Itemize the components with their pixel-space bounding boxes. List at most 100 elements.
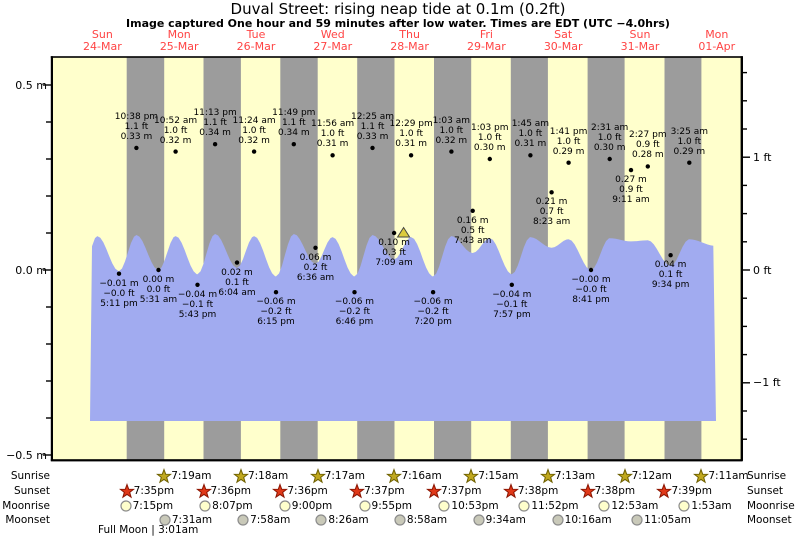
tide-label-line: 2:31 am: [590, 123, 629, 133]
moonrise-icon: [119, 500, 132, 512]
tide-label-line: 0.7 ft: [539, 207, 564, 218]
moonset-icon: [394, 514, 406, 526]
moonrise-time: 10:53pm: [451, 499, 499, 512]
tide-label-line: 1.1 ft: [281, 118, 306, 129]
day-date: 24-Mar: [83, 39, 122, 53]
astro-row-label-left: Sunrise: [10, 469, 50, 482]
day-name: Fri: [479, 28, 493, 41]
tide-label-line: 0.5 ft: [460, 225, 485, 236]
high-tide-label: 12:29 pm 1.0 ft 0.31 m: [382, 119, 440, 149]
tide-dot: [273, 290, 279, 295]
tide-label-line: −0.06 m: [334, 297, 375, 308]
tide-dot: [449, 149, 454, 154]
tide-dot: [588, 267, 594, 273]
day-name: Tue: [246, 28, 266, 41]
tide-label-line: 0.0 ft: [146, 285, 171, 295]
y-axis-label-right: 0 ft: [753, 263, 772, 277]
low-tide-label: 0.02 m 0.1 ft 6:04 am: [208, 268, 266, 298]
tide-dot: [330, 153, 335, 158]
tide-dot: [566, 160, 571, 165]
tide-dot: [156, 267, 161, 273]
moonset-time: 7:58am: [250, 513, 291, 526]
astro-row-label-left: Sunset: [13, 484, 50, 497]
sunset-icon: [272, 483, 289, 499]
astro-row-label-right: Sunrise: [747, 469, 787, 482]
tide-dot: [370, 145, 375, 151]
day-date: 29-Mar: [467, 39, 506, 53]
tide-label-line: 1:03 am: [432, 115, 471, 126]
tide-dot: [549, 190, 554, 195]
day-date: 01-Apr: [698, 39, 736, 53]
sunrise-icon: [309, 468, 326, 484]
low-tide-label: −0.06 m −0.2 ft 6:15 pm: [247, 297, 305, 327]
tide-label-line: 1.0 ft: [163, 125, 188, 136]
tide-label-line: 5:43 pm: [178, 309, 217, 320]
y-axis-label-left: 0.0 m: [15, 263, 47, 277]
low-tide-label: 0.00 m 0.0 ft 5:31 am: [129, 275, 187, 305]
plot-border-bottom: [50, 459, 743, 462]
chart-title: Duval Street: rising neap tide at 0.1m (…: [230, 0, 566, 18]
tide-dot: [645, 164, 650, 169]
sunset-icon: [195, 483, 212, 499]
high-tide-label: 10:38 pm 1.1 ft 0.33 m: [107, 112, 165, 142]
sunrise-icon: [232, 468, 249, 484]
moonset-icon: [473, 514, 485, 526]
high-tide-label: 12:25 am 1.1 ft 0.33 m: [344, 112, 402, 142]
sunrise-icon: [616, 468, 633, 484]
tide-label-line: −0.06 m: [256, 297, 296, 308]
day-date: 30-Mar: [543, 39, 583, 53]
day-label: Thu 28-Mar: [376, 29, 444, 52]
tide-label-line: −0.2 ft: [417, 307, 449, 318]
tide-label-line: 0.21 m: [535, 197, 568, 208]
tide-label-line: 2:27 pm: [629, 130, 667, 141]
tide-label-line: 0.9 ft: [619, 185, 643, 196]
low-tide-label: −0.00 m −0.0 ft 8:41 pm: [562, 275, 620, 305]
tide-dot: [628, 167, 634, 173]
tide-label-line: −0.0 ft: [103, 288, 135, 299]
tide-dot: [528, 153, 533, 158]
tide-label-line: 3:25 am: [670, 126, 708, 137]
sunset-time: 7:38pm: [517, 484, 559, 497]
chart-subtitle: Image captured One hour and 59 minutes a…: [126, 17, 670, 30]
tide-label-line: 1.0 ft: [677, 136, 702, 147]
tide-label-line: 0.32 m: [435, 135, 468, 146]
full-moon-note: Full Moon | 3:01am: [98, 524, 199, 536]
astro-row-label-left: Moonrise: [2, 499, 50, 512]
tide-label-line: 9:34 pm: [651, 280, 690, 291]
day-label: Wed 27-Mar: [299, 29, 367, 52]
high-tide-label: 1:45 am 1.0 ft 0.31 m: [501, 119, 559, 149]
tide-label-line: 6:36 am: [296, 272, 335, 283]
day-date: 28-Mar: [390, 39, 429, 53]
tide-label-line: 8:23 am: [532, 217, 571, 228]
day-label: Fri 29-Mar: [452, 29, 520, 52]
tide-label-line: 0.3 ft: [382, 248, 406, 258]
tide-label-line: 1.1 ft: [360, 121, 385, 132]
high-tide-label: 10:52 am 1.0 ft 0.32 m: [147, 116, 205, 146]
tide-label-line: 7:09 am: [375, 258, 413, 268]
tide-label-line: 5:31 am: [139, 295, 178, 305]
high-tide-label: 11:24 am 1.0 ft 0.32 m: [225, 116, 283, 146]
sunrise-time: 7:11am: [708, 469, 749, 482]
moonset-icon: [631, 514, 643, 526]
astro-row-label-right: Sunset: [747, 484, 784, 497]
moonrise-icon: [518, 500, 530, 512]
tide-label-line: 0.30 m: [593, 143, 626, 153]
tide-label-line: 1.0 ft: [556, 136, 581, 147]
tide-label-line: 1.0 ft: [477, 133, 502, 143]
tide-label-line: 6:46 pm: [335, 317, 374, 328]
tide-dot: [195, 282, 200, 287]
tide-label-line: 0.06 m: [299, 252, 332, 263]
low-tide-label: 0.27 m 0.9 ft 9:11 am: [602, 175, 660, 205]
tide-dot: [607, 156, 612, 162]
moonrise-icon: [598, 500, 611, 512]
sunrise-time: 7:15am: [478, 469, 519, 482]
tide-label-line: 0.29 m: [673, 146, 706, 157]
tide-label-line: 0.1 ft: [658, 270, 683, 281]
tide-label-line: 1.1 ft: [124, 121, 149, 132]
sunset-icon: [118, 483, 135, 499]
tide-label-line: 6:15 pm: [257, 317, 295, 328]
tide-label-line: −0.04 m: [177, 289, 218, 300]
tide-label-line: 0.1 ft: [225, 277, 249, 288]
low-tide-label: 0.10 m 0.3 ft 7:09 am: [365, 238, 423, 268]
tide-label-line: 1.1 ft: [203, 118, 227, 129]
